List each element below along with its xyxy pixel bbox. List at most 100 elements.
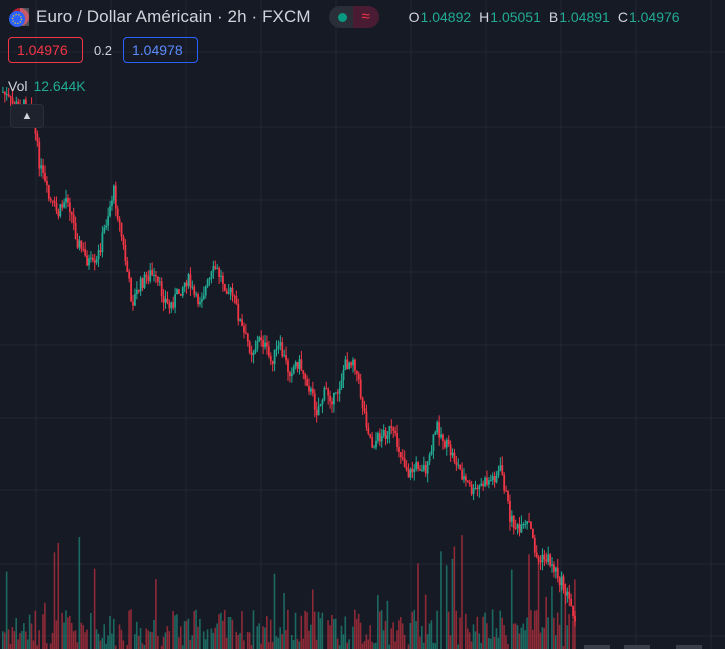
candle-body [319, 404, 322, 407]
volume-bar [472, 624, 475, 649]
candle-body [57, 210, 60, 217]
candle-body [206, 279, 209, 287]
candle-body [424, 464, 427, 474]
candle-body [466, 480, 469, 483]
candle-body [426, 461, 429, 474]
candle-body [279, 342, 282, 346]
volume-bar [493, 636, 496, 649]
volume-bar [378, 611, 381, 649]
candle-body [392, 427, 395, 431]
candle-body [369, 433, 372, 438]
candle-body [95, 259, 98, 263]
candle-body [315, 409, 318, 416]
volume-bar [417, 563, 419, 649]
candle-body [281, 342, 284, 356]
buy-button[interactable]: 1.04978 [123, 37, 198, 63]
volume-bar [355, 618, 358, 649]
volume-bar [262, 626, 264, 649]
volume-bar [139, 627, 142, 649]
market-status[interactable]: ≈ [328, 6, 379, 28]
spread-value: 0.2 [93, 42, 113, 58]
candle-body [495, 475, 498, 483]
market-open-dot-icon [337, 12, 347, 22]
candle-body [246, 333, 249, 342]
candle-body [130, 278, 132, 302]
candle-body [103, 227, 106, 233]
candle-body [419, 468, 421, 471]
volume-bar [317, 611, 320, 649]
volume-bar [168, 631, 171, 649]
volume-bar [526, 617, 528, 649]
candle-body [558, 578, 561, 586]
volume-bar [189, 639, 192, 649]
volume-bar [13, 631, 16, 649]
candle-body [202, 295, 205, 300]
volume-bar [403, 634, 406, 649]
candle-body [204, 286, 207, 296]
candle-body [361, 397, 364, 409]
volume-bar [17, 639, 19, 649]
candle-body [59, 204, 62, 217]
volume-bar [377, 595, 379, 649]
candle-body [430, 451, 433, 455]
candle-body [367, 427, 370, 434]
volume-bar [5, 571, 8, 649]
volume-bar [296, 639, 299, 649]
collapse-legend-button[interactable]: ▲ [10, 104, 44, 128]
candle-body [336, 392, 339, 394]
candle-body [568, 591, 571, 600]
candle-body [78, 240, 81, 248]
symbol-title[interactable]: Euro / Dollar Américain · 2h · FXCM [36, 7, 311, 26]
candle-body [457, 464, 460, 466]
candle-body [179, 293, 182, 296]
candle-body [218, 268, 221, 277]
candle-body [386, 435, 389, 439]
candle-body [283, 355, 286, 357]
candle-body [413, 469, 416, 473]
volume-bar [239, 633, 241, 649]
candle-body [68, 202, 71, 213]
candle-body [533, 537, 536, 553]
candle-body [166, 298, 169, 303]
candle-body [248, 341, 251, 353]
volume-bar [384, 621, 387, 649]
sell-button[interactable]: 1.04976 [8, 37, 83, 63]
volume-bar [497, 637, 500, 649]
close-label: C [617, 9, 628, 25]
candle-body [264, 342, 266, 347]
volume-bar [334, 618, 337, 649]
volume-bar [539, 632, 542, 649]
candle-body [290, 373, 293, 377]
candle-body [38, 141, 41, 169]
volume-bar [453, 546, 456, 649]
candle-body [287, 360, 289, 372]
candle-body [145, 274, 148, 277]
candle-body [535, 552, 538, 557]
volume-bar [122, 640, 125, 649]
candle-body [313, 393, 316, 410]
volume-bar [537, 556, 540, 649]
volume-bar [388, 644, 391, 649]
volume-bar [223, 609, 226, 649]
volume-bar [202, 631, 205, 649]
volume-bar [495, 628, 498, 649]
volume-bar [235, 631, 238, 649]
volume-bar [260, 643, 262, 649]
candle-body [132, 301, 134, 306]
volume-bar [283, 593, 285, 649]
volume-bar [97, 633, 100, 649]
volume-bar [342, 634, 345, 649]
candle-body [212, 266, 215, 272]
volume-bar [141, 643, 144, 649]
volume-bar [394, 641, 396, 649]
eu-us-flag-icon [8, 6, 30, 28]
candle-body [378, 433, 381, 442]
volume-bar [38, 630, 40, 649]
volume-bar [455, 610, 458, 649]
candle-body [36, 133, 39, 142]
volume-bar [530, 610, 532, 649]
volume-bar [507, 644, 509, 649]
candle-body [344, 359, 347, 371]
candle-body [486, 477, 488, 485]
